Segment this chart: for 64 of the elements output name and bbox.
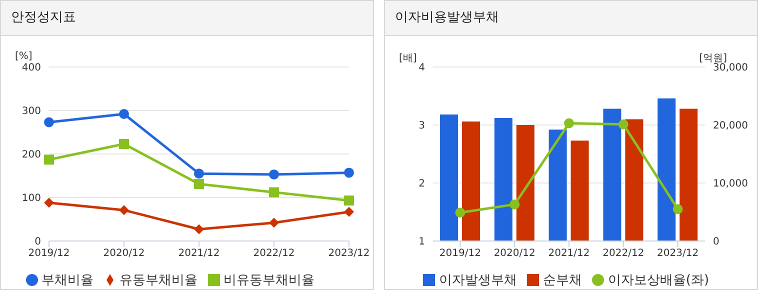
x-tick-label: 2020/12 (494, 248, 536, 260)
bar (658, 98, 676, 241)
legend-label: 순부채 (542, 273, 582, 288)
point (119, 205, 129, 216)
y-tick-label: 2 (418, 178, 425, 190)
legend-label: 이자보상배율(좌) (608, 273, 710, 288)
point (344, 206, 354, 217)
point (194, 179, 204, 190)
point (119, 138, 129, 149)
y-tick-label: 200 (22, 150, 41, 161)
point (344, 196, 354, 206)
point (672, 204, 683, 214)
bar (462, 122, 480, 241)
y2-axis-title: [억원] (699, 52, 727, 64)
point (344, 168, 354, 178)
x-tick-label: 2021/12 (548, 248, 590, 260)
y2-tick-label: 10,000 (713, 178, 748, 190)
bar (603, 108, 622, 241)
x-tick-label: 2022/12 (602, 248, 644, 260)
bar (570, 140, 589, 241)
bar (548, 130, 567, 241)
bar (494, 118, 512, 241)
y-axis-title: [%] (15, 51, 32, 62)
x-tick-label: 2023/12 (657, 248, 699, 260)
y-axis-title: [배] (399, 52, 417, 65)
point (194, 168, 204, 179)
legend-label: 유동부채비율 (120, 273, 198, 288)
chart-title: 안정성지표 (1, 1, 373, 36)
point (455, 208, 466, 218)
point (44, 154, 54, 165)
point (44, 198, 54, 208)
x-tick-label: 2022/12 (253, 248, 295, 260)
x-tick-label: 2023/12 (328, 248, 370, 260)
bar (680, 108, 698, 241)
y2-tick-label: 0 (713, 236, 720, 248)
y-tick-label: 400 (22, 62, 41, 74)
y-tick-label: 3 (418, 120, 425, 132)
point (269, 187, 279, 198)
y-tick-label: 1 (418, 236, 425, 248)
y2-tick-label: 20,000 (713, 120, 748, 132)
point (119, 108, 129, 119)
point (269, 169, 279, 180)
point (510, 199, 520, 210)
chart-title: 이자비용발생부채 (385, 1, 757, 36)
legend-label: 부채비율 (42, 273, 94, 288)
bar (625, 119, 644, 241)
x-tick-label: 2019/12 (28, 248, 70, 260)
y-tick-label: 300 (22, 106, 41, 118)
y2-tick-label: 30,000 (713, 62, 748, 74)
bar (516, 125, 534, 241)
x-tick-label: 2021/12 (178, 248, 220, 260)
x-tick-label: 2019/12 (439, 248, 481, 260)
point (618, 119, 628, 130)
legend-label: 비유동부채비율 (224, 273, 314, 288)
point (564, 118, 574, 128)
legend-label: 이자발생부채 (438, 273, 517, 288)
y-tick-label: 100 (22, 193, 41, 204)
y-tick-label: 4 (418, 62, 425, 74)
point (194, 224, 204, 234)
y-tick-label: 0 (34, 236, 41, 248)
point (269, 218, 279, 228)
x-tick-label: 2020/12 (103, 248, 145, 260)
point (44, 117, 54, 128)
bar (440, 114, 458, 241)
